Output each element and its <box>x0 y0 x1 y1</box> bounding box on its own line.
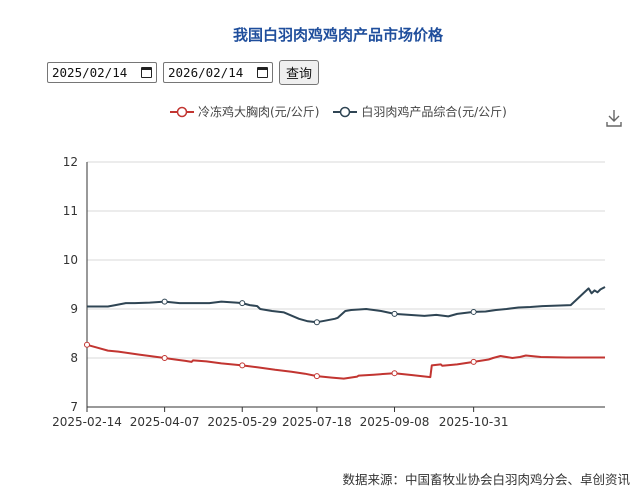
x-tick-label: 2025-10-31 <box>439 415 509 429</box>
calendar-icon[interactable] <box>141 67 152 78</box>
start-date-input[interactable]: 2025/02/14 <box>47 62 157 83</box>
series-1-point <box>470 358 477 365</box>
end-date-input[interactable]: 2026/02/14 <box>163 62 273 83</box>
y-tick-label: 7 <box>70 400 78 414</box>
series-1-point <box>313 373 320 380</box>
series-line-2 <box>87 286 606 324</box>
end-date-value: 2026/02/14 <box>168 65 244 80</box>
x-tick-label: 2025-04-07 <box>130 415 200 429</box>
series-2-point <box>391 310 398 317</box>
x-tick-label: 2025-02-14 <box>52 415 122 429</box>
series-1-point <box>391 370 398 377</box>
chart-title: 我国白羽肉鸡鸡肉产品市场价格 <box>232 26 443 44</box>
series-1-point <box>84 341 90 348</box>
y-tick-label: 10 <box>63 253 78 267</box>
chart-legend: 冷冻鸡大胸肉(元/公斤) 白羽肉鸡产品综合(元/公斤) <box>170 103 507 120</box>
x-tick-label: 2025-09-08 <box>360 415 430 429</box>
legend-marker-icon <box>170 106 194 117</box>
series-2-point <box>313 319 320 326</box>
series-2-point <box>161 298 168 305</box>
query-button[interactable]: 查询 <box>279 60 320 85</box>
calendar-icon[interactable] <box>257 67 268 78</box>
x-tick-label: 2025-05-29 <box>207 415 277 429</box>
legend-item-chicken-breast[interactable]: 冷冻鸡大胸肉(元/公斤) <box>170 103 319 120</box>
series-1-point <box>239 362 246 369</box>
legend-item-composite[interactable]: 白羽肉鸡产品综合(元/公斤) <box>333 103 507 120</box>
date-range-controls: 2025/02/14 2026/02/14 查询 <box>47 60 320 85</box>
series-line-1 <box>86 343 605 380</box>
source-note: 数据来源：中国畜牧业协会白羽肉鸡分会、卓创资讯 <box>342 472 630 487</box>
series-2-point <box>239 300 246 307</box>
download-icon[interactable] <box>605 108 623 128</box>
y-tick-label: 8 <box>70 351 78 365</box>
y-tick-label: 12 <box>63 155 78 169</box>
legend-label: 冷冻鸡大胸肉(元/公斤) <box>198 105 320 119</box>
y-tick-label: 9 <box>70 302 78 316</box>
legend-marker-icon <box>333 106 358 117</box>
x-tick-label: 2025-07-18 <box>282 415 352 429</box>
series-2-point <box>470 308 477 315</box>
series-1-point <box>161 355 168 361</box>
start-date-value: 2025/02/14 <box>52 65 128 80</box>
y-tick-label: 11 <box>63 204 78 218</box>
legend-label: 白羽肉鸡产品综合(元/公斤) <box>361 105 507 119</box>
